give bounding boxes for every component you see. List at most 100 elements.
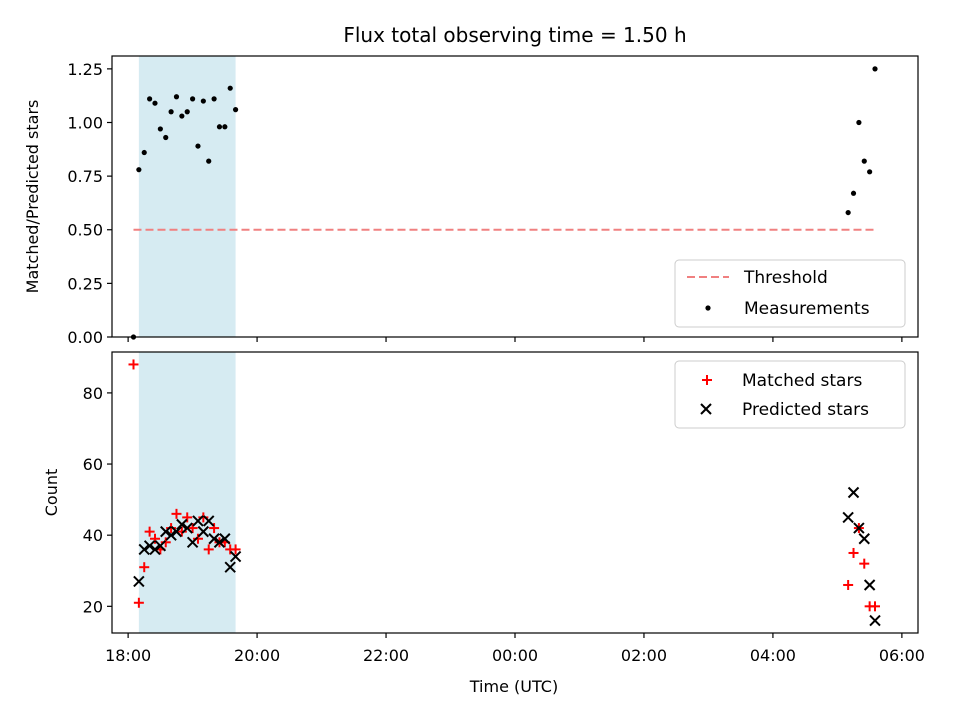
top-highlight-span [138,56,236,337]
measurement-point [850,190,857,196]
matched-star-point [128,359,139,370]
predicted-star-point [224,561,236,573]
measurement-point [227,85,233,91]
y-tick-label: 0.50 [67,221,103,240]
y-tick-label: 20 [83,597,103,616]
predicted-star-point [138,543,150,556]
matched-star-point [198,512,209,523]
x-tick-label: 18:00 [105,646,151,665]
measurement-point [845,209,851,216]
y-tick-label: 0.25 [67,274,103,293]
y-tick-label: 1.00 [67,113,103,132]
top-legend: Threshold Measurements [674,259,906,328]
bottom-panel: 20 40 60 80 18:00 20:00 22:00 00:00 02:00 04:00 0… [42,351,925,696]
measurement-point [232,107,239,113]
predicted-star-point [229,550,242,563]
measurement-point [222,124,228,130]
y-tick-label: 40 [83,526,103,545]
predicted-star-point [160,525,172,538]
x-tick-label: 06:00 [879,646,925,665]
measurement-point [861,158,867,164]
matched-star-point [843,579,854,590]
predicted-star-point [170,525,183,538]
top-y-axis-label: Matched/Predicted stars [23,100,42,294]
matched-star-point [171,508,182,519]
measurement-point [136,167,142,173]
predicted-star-point [869,614,881,627]
predicted-star-point [165,529,177,541]
predicted-star-point [858,533,870,545]
x-tick-label: 04:00 [750,646,796,665]
bottom-y-axis-label: Count [42,469,61,517]
top-panel: 0.00 0.25 0.50 0.75 1.00 1.25 Matched/Predict… [23,55,919,347]
measurement-point [200,98,206,104]
predicted-star-point [176,518,188,531]
measurement-point [168,109,174,115]
measurement-point [141,149,147,156]
top-axes-frame [111,55,919,338]
predicted-star-point [186,536,199,549]
predicted-star-point [154,540,167,552]
matched-star-point [144,526,155,537]
predicted-star-point [197,525,210,538]
bottom-legend: Matched stars Predicted stars [674,360,906,429]
matched-star-point [176,526,187,537]
legend-predicted-swatch [700,403,712,415]
predicted-star-point [213,536,226,549]
measurement-point [216,124,223,130]
bottom-x-ticks: 18:00 20:00 22:00 00:00 02:00 04:00 06:00 [105,633,925,665]
matched-star-point [209,523,220,534]
y-tick-label: 0.75 [67,167,103,186]
predicted-star-point [853,522,865,534]
matched-stars-points [128,359,881,612]
x-tick-label: 00:00 [492,646,538,665]
legend-threshold-label: Threshold [743,268,828,288]
matched-star-point [187,523,198,534]
x-tick-label: 22:00 [363,646,409,665]
matched-star-point [182,512,193,523]
top-y-ticks: 0.00 0.25 0.50 0.75 1.00 1.25 [67,60,112,347]
bottom-highlight-span [138,352,236,633]
measurement-point [147,96,153,102]
predicted-star-point [149,543,161,556]
matched-star-point [203,544,214,555]
legend-measurement-swatch [705,305,711,311]
top-x-ticks [127,337,903,342]
measurement-point [173,94,180,100]
x-tick-label: 02:00 [621,646,667,665]
legend-matched-label: Matched stars [742,371,862,391]
x-axis-label: Time (UTC) [469,677,558,696]
predicted-stars-points [133,486,881,627]
measurement-point [157,126,163,132]
matched-star-point [139,562,150,573]
predicted-star-point [219,533,231,545]
matched-star-point [166,523,177,534]
predicted-star-point [203,515,215,527]
predicted-star-point [133,575,145,588]
measurement-point [211,96,217,102]
measurement-point [856,119,862,126]
matched-star-point [160,537,171,548]
measurement-points [130,66,878,340]
x-tick-label: 20:00 [234,646,280,665]
matched-star-point [192,533,203,544]
measurement-point [190,96,196,102]
measurement-point [163,134,169,141]
legend-predicted-label: Predicted stars [742,400,869,420]
predicted-star-point [192,515,204,527]
y-tick-label: 1.25 [67,60,103,79]
measurement-point [152,100,158,106]
y-tick-label: 60 [83,455,103,474]
top-legend-box [674,259,906,328]
y-tick-label: 0.00 [67,328,103,347]
predicted-star-point [181,522,193,534]
matched-star-point [848,547,859,558]
matched-star-point [230,544,241,555]
measurement-point [872,66,878,72]
predicted-star-point [143,540,156,552]
bottom-legend-box [674,360,906,429]
y-tick-label: 80 [83,384,103,403]
measurement-point [206,158,212,164]
legend-matched-swatch [702,375,712,385]
